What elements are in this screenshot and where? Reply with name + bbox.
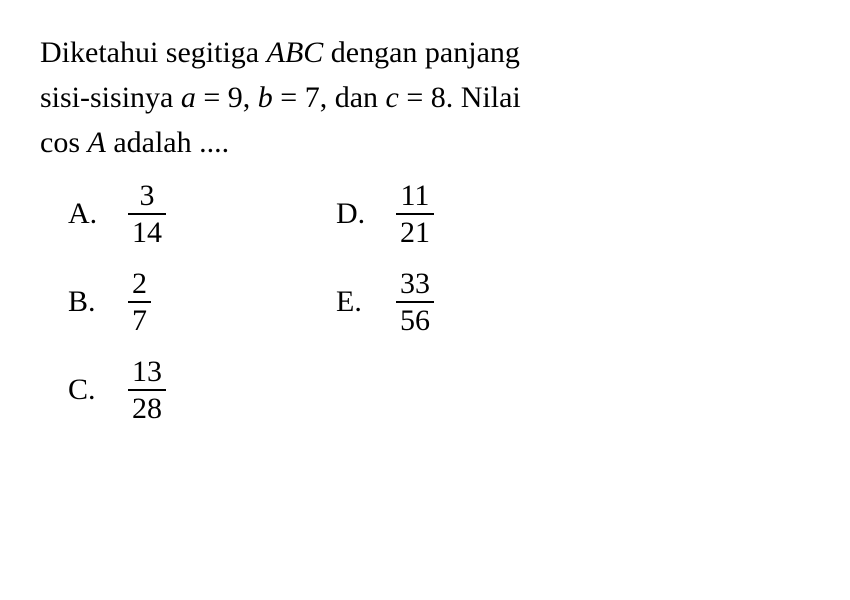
option-fraction: 13 28 — [128, 355, 166, 425]
question-line-2: sisi-sisinya a = 9, b = 7, dan c = 8. Ni… — [40, 75, 810, 120]
question-line-3: cos A adalah .... — [40, 120, 810, 165]
option-fraction: 33 56 — [396, 267, 434, 337]
option-label: C. — [68, 373, 128, 407]
text: sisi-sisinya — [40, 81, 181, 114]
var-A: A — [88, 126, 106, 159]
option-label: B. — [68, 285, 128, 319]
option-a: A. 3 14 — [68, 179, 166, 249]
options-container: A. 3 14 B. 2 7 C. 13 28 D. 11 — [40, 179, 810, 425]
text: Diketahui segitiga — [40, 36, 267, 69]
text: = 9, — [196, 81, 258, 114]
option-label: D. — [336, 197, 396, 231]
fraction-denominator: 56 — [396, 301, 434, 337]
fraction-numerator: 3 — [136, 179, 159, 213]
option-e: E. 33 56 — [336, 267, 434, 337]
var-c: c — [386, 81, 399, 114]
var-abc: ABC — [267, 36, 324, 69]
fraction-denominator: 28 — [128, 389, 166, 425]
option-b: B. 2 7 — [68, 267, 166, 337]
fraction-denominator: 21 — [396, 213, 434, 249]
fraction-numerator: 13 — [128, 355, 166, 389]
fraction-numerator: 2 — [128, 267, 151, 301]
options-col-left: A. 3 14 B. 2 7 C. 13 28 — [68, 179, 166, 425]
var-a: a — [181, 81, 196, 114]
option-c: C. 13 28 — [68, 355, 166, 425]
fraction-numerator: 11 — [397, 179, 434, 213]
option-d: D. 11 21 — [336, 179, 434, 249]
text: dengan panjang — [323, 36, 520, 69]
question-line-1: Diketahui segitiga ABC dengan panjang — [40, 30, 810, 75]
option-label: E. — [336, 285, 396, 319]
options-col-right: D. 11 21 E. 33 56 — [336, 179, 434, 425]
fraction-denominator: 14 — [128, 213, 166, 249]
var-b: b — [258, 81, 273, 114]
text: = 7, dan — [273, 81, 386, 114]
text: cos — [40, 126, 88, 159]
fraction-numerator: 33 — [396, 267, 434, 301]
option-fraction: 11 21 — [396, 179, 434, 249]
question-text: Diketahui segitiga ABC dengan panjang si… — [40, 30, 810, 165]
fraction-denominator: 7 — [128, 301, 151, 337]
text: = 8. Nilai — [399, 81, 521, 114]
option-label: A. — [68, 197, 128, 231]
text: adalah .... — [106, 126, 229, 159]
option-fraction: 2 7 — [128, 267, 151, 337]
option-fraction: 3 14 — [128, 179, 166, 249]
